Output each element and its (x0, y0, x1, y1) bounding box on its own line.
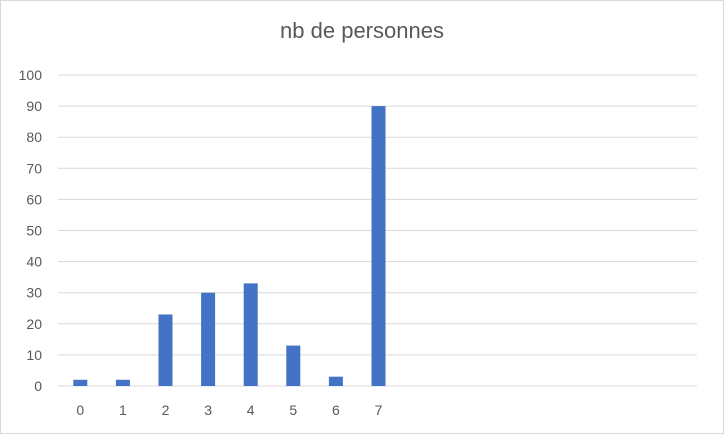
y-tick-label: 30 (26, 285, 42, 301)
x-tick-label: 2 (162, 402, 170, 418)
y-tick-label: 100 (19, 67, 43, 83)
y-tick-label: 90 (26, 98, 42, 114)
x-tick-label: 1 (119, 402, 127, 418)
y-tick-label: 80 (26, 129, 42, 145)
bar (286, 345, 301, 386)
y-tick-label: 20 (26, 316, 42, 332)
y-tick-label: 0 (34, 378, 42, 394)
bar (371, 106, 386, 386)
bar (328, 376, 343, 386)
y-tick-label: 50 (26, 223, 42, 239)
x-tick-label: 0 (76, 402, 84, 418)
bar (243, 283, 258, 386)
x-tick-label: 5 (289, 402, 297, 418)
x-tick-label: 7 (375, 402, 383, 418)
x-tick-label: 4 (247, 402, 255, 418)
bar (73, 379, 88, 386)
y-tick-label: 70 (26, 160, 42, 176)
bar (201, 292, 216, 386)
x-tick-label: 3 (204, 402, 212, 418)
x-tick-label: 6 (332, 402, 340, 418)
y-tick-label: 40 (26, 254, 42, 270)
chart-title: nb de personnes (280, 18, 444, 43)
bar (158, 314, 173, 386)
bar (115, 379, 130, 386)
y-tick-label: 60 (26, 191, 42, 207)
y-tick-label: 10 (26, 347, 42, 363)
